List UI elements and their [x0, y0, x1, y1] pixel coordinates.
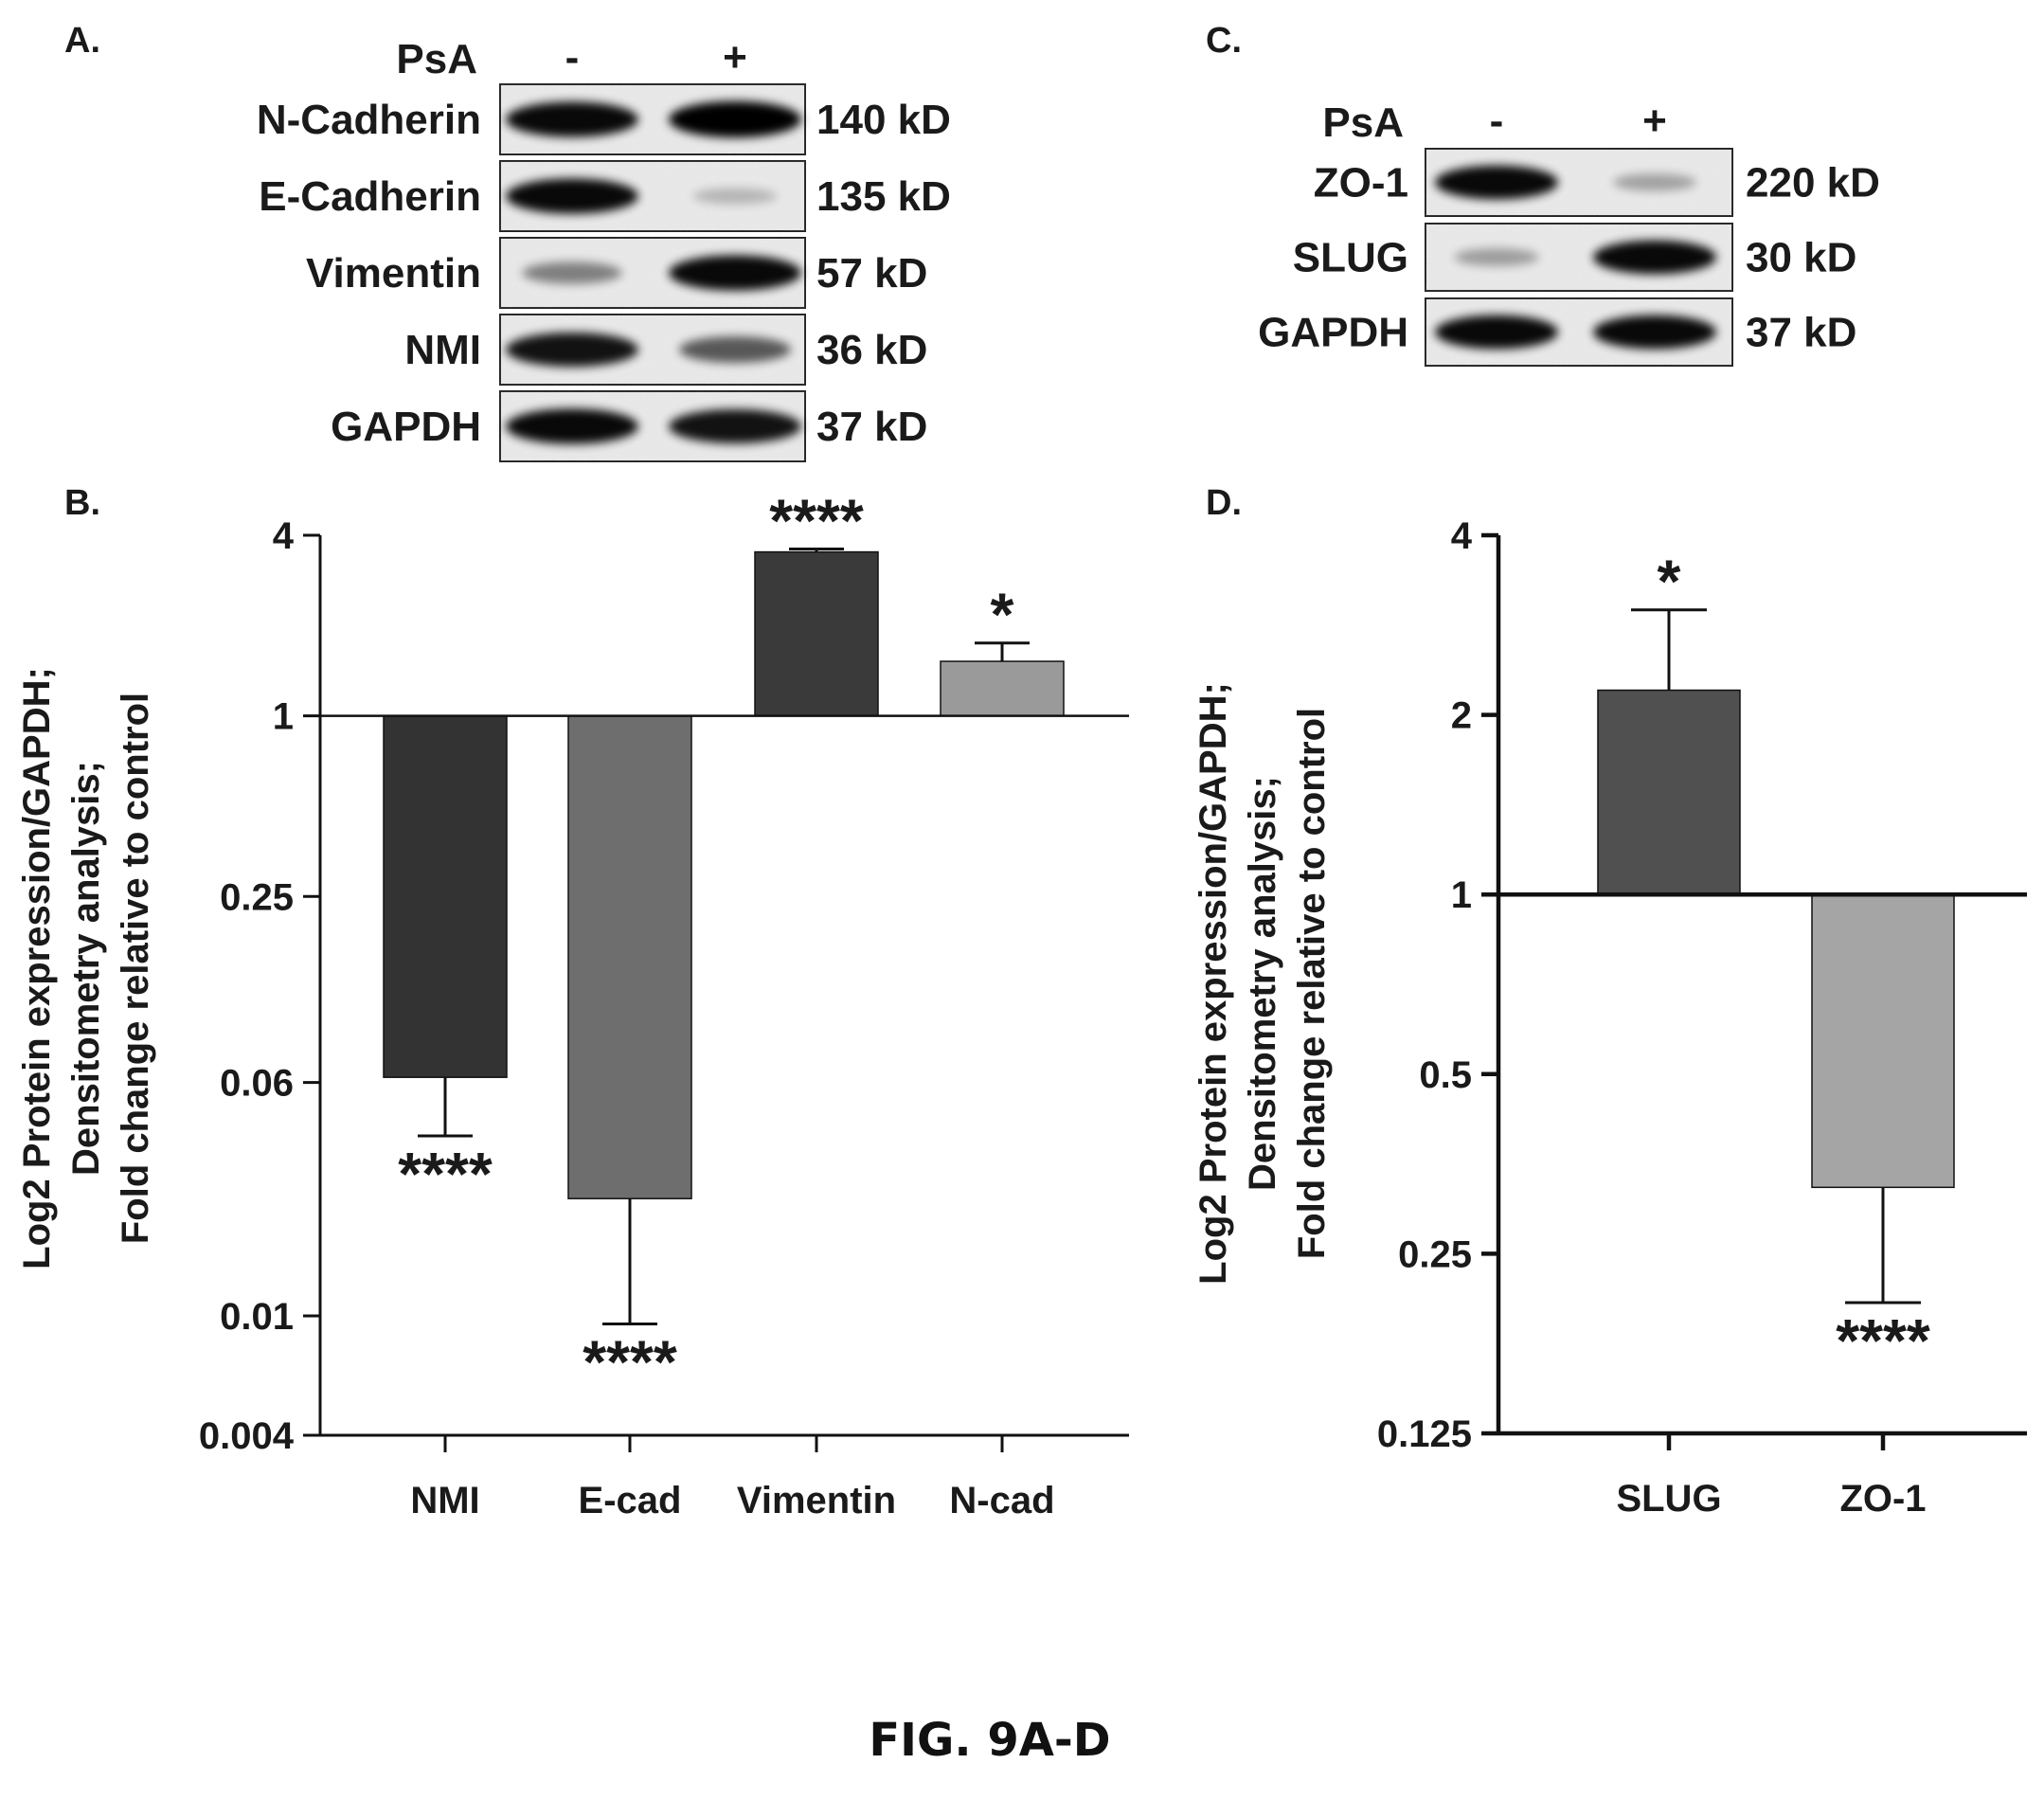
blot-band: [1435, 165, 1558, 200]
blot-band: [1593, 240, 1716, 275]
protein-label: GAPDH: [1258, 310, 1408, 356]
blot-row: NMI 36 kD: [404, 314, 927, 386]
bar-chart-d: D. 4 2 1 0.5 0.25 0.125 Log2 Protein expression…: [1192, 483, 2027, 1520]
y-tick-label: 1: [1451, 874, 1472, 916]
blot-band: [522, 261, 622, 284]
y-axis-title-line: Log2 Protein expression/GAPDH;: [16, 667, 58, 1269]
y-tick-label: 1: [273, 696, 294, 738]
y-tick-label: 0.25: [220, 876, 294, 918]
protein-label: SLUG: [1293, 235, 1408, 281]
y-tick-label: 0.5: [1419, 1054, 1472, 1096]
bar: [383, 714, 508, 1078]
blot-band: [692, 188, 778, 205]
significance-marker: ****: [583, 1327, 677, 1395]
y-tick-label: 0.004: [199, 1415, 295, 1457]
molecular-weight: 140 kD: [816, 97, 951, 143]
blot-row: SLUG 30 kD: [1293, 223, 1856, 292]
protein-label: GAPDH: [331, 404, 481, 450]
x-tick-label: SLUG: [1616, 1478, 1721, 1520]
lane-label: +: [1642, 98, 1667, 144]
protein-label: ZO-1: [1314, 160, 1408, 207]
western-blot-c: C. PsA - + ZO-1 220 kD SLUG 30 kD GAPDH 37 kD: [1206, 21, 1880, 367]
protein-label: E-Cadherin: [259, 173, 481, 220]
blot-row: GAPDH 37 kD: [331, 390, 927, 462]
panel-label: A.: [64, 21, 100, 61]
significance-marker: ****: [398, 1140, 493, 1208]
blot-band: [669, 408, 801, 444]
panel-label: B.: [64, 483, 100, 523]
bar-chart-b: B. 4 1 0.25 0.06 0.01 0.004 Log2 Protein expres…: [16, 483, 1129, 1521]
molecular-weight: 57 kD: [816, 250, 927, 297]
y-tick-label: 0.06: [220, 1063, 294, 1105]
protein-label: Vimentin: [306, 250, 481, 297]
western-blot-a: A. PsA - + N-Cadherin 140 kD E-Cadherin 135 kD V…: [64, 21, 951, 462]
molecular-weight: 30 kD: [1746, 235, 1856, 281]
y-tick-label: 2: [1451, 695, 1472, 737]
blot-band: [506, 178, 638, 214]
blot-row: E-Cadherin 135 kD: [259, 160, 951, 232]
molecular-weight: 220 kD: [1746, 160, 1880, 207]
protein-label: N-Cadherin: [257, 97, 481, 143]
lane-label: -: [1490, 98, 1504, 144]
bar: [1597, 689, 1741, 895]
y-axis-title: Log2 Protein expression/GAPDH; Densitomet…: [1192, 682, 1333, 1285]
y-tick-label: 0.25: [1398, 1233, 1472, 1275]
lane-label: +: [723, 34, 747, 81]
significance-marker: *: [1658, 548, 1681, 616]
x-tick-label: E-cad: [579, 1480, 682, 1521]
blot-band: [679, 336, 791, 363]
bar: [567, 714, 692, 1199]
bar: [754, 550, 879, 717]
lane-label: -: [565, 34, 580, 81]
bar: [1811, 893, 1955, 1189]
blot-band: [1454, 248, 1539, 266]
blot-band: [1435, 315, 1558, 350]
x-tick-label: N-cad: [949, 1480, 1054, 1521]
x-tick-label: NMI: [410, 1480, 479, 1521]
blot-band: [506, 332, 638, 368]
blot-band: [669, 100, 801, 138]
figure-caption: FIG. 9A-D: [869, 1714, 1110, 1767]
blot-row: GAPDH 37 kD: [1258, 297, 1856, 367]
y-axis-title-line: Log2 Protein expression/GAPDH;: [1192, 682, 1234, 1285]
panel-label: C.: [1206, 21, 1242, 61]
y-axis-title-line: Fold change relative to control: [1291, 708, 1333, 1259]
blot-row: N-Cadherin 140 kD: [257, 83, 951, 155]
y-axis-title: Log2 Protein expression/GAPDH; Densitomet…: [16, 667, 156, 1269]
blot-band: [669, 255, 801, 291]
blot-band: [1613, 173, 1696, 191]
molecular-weight: 135 kD: [816, 173, 951, 220]
treatment-label: PsA: [396, 36, 477, 82]
protein-label: NMI: [404, 327, 481, 373]
panel-label: D.: [1206, 483, 1242, 523]
bar: [940, 660, 1065, 717]
y-axis-title-line: Densitometry analysis;: [65, 761, 107, 1176]
molecular-weight: 37 kD: [1746, 310, 1856, 356]
y-tick-label: 4: [273, 515, 295, 557]
blot-row: ZO-1 220 kD: [1314, 148, 1880, 217]
significance-marker: ****: [1836, 1306, 1930, 1375]
blot-row: Vimentin 57 kD: [306, 237, 927, 309]
molecular-weight: 37 kD: [816, 404, 927, 450]
blot-band: [506, 101, 638, 137]
treatment-label: PsA: [1322, 99, 1404, 146]
y-tick-label: 0.125: [1377, 1413, 1472, 1455]
x-tick-label: Vimentin: [737, 1480, 896, 1521]
y-tick-label: 0.01: [220, 1296, 294, 1338]
significance-marker: *: [991, 581, 1014, 649]
significance-marker: ****: [769, 486, 864, 554]
y-axis-title-line: Fold change relative to control: [115, 693, 156, 1244]
y-tick-label: 4: [1451, 515, 1473, 557]
blot-band: [1593, 315, 1716, 350]
blot-band: [506, 408, 638, 444]
x-tick-label: ZO-1: [1839, 1478, 1926, 1520]
molecular-weight: 36 kD: [816, 327, 927, 373]
y-axis-title-line: Densitometry analysis;: [1242, 776, 1283, 1191]
